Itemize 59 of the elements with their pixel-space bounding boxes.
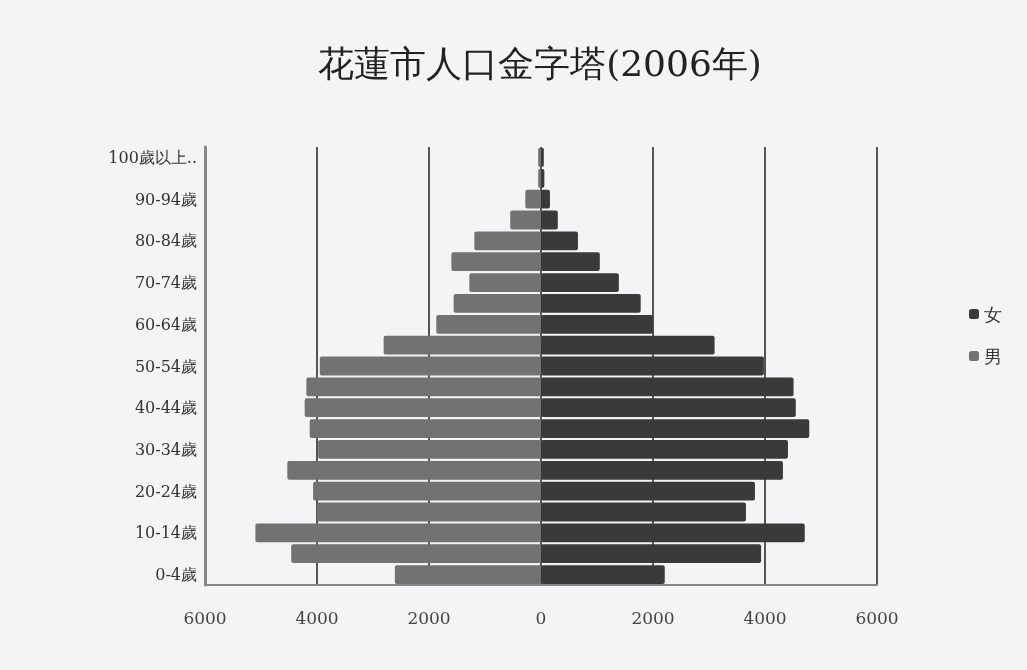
bar	[291, 544, 541, 564]
bar	[383, 335, 541, 355]
y-tick-label: 40-44歲	[134, 398, 197, 418]
bar	[541, 544, 762, 564]
bar	[319, 356, 541, 376]
bar	[451, 252, 541, 272]
bar	[510, 210, 541, 230]
bar	[541, 398, 796, 418]
legend-label: 女	[984, 303, 1002, 325]
bar	[304, 398, 541, 418]
x-tick-label: 4000	[295, 607, 339, 628]
bar	[541, 419, 810, 438]
bar	[541, 314, 653, 334]
y-tick-label: 90-94歲	[134, 189, 197, 209]
bar	[541, 377, 794, 397]
x-tick-label: 2000	[407, 607, 451, 628]
bar	[541, 294, 641, 313]
x-tick-label: 2000	[631, 607, 675, 628]
y-tick-label: 0-4歲	[155, 565, 197, 585]
y-tick-label: 50-54歲	[134, 356, 197, 376]
bar	[541, 252, 600, 272]
bar	[287, 460, 541, 480]
bar	[541, 502, 746, 522]
y-tick-label: 70-74歲	[134, 273, 197, 293]
chart-title: 花蓮市人口金字塔(2006年)	[318, 42, 762, 84]
y-tick-label: 100歲以上..	[108, 147, 197, 167]
legend-label: 男	[984, 345, 1002, 367]
bar	[255, 523, 541, 543]
bar	[313, 481, 541, 501]
bar	[541, 231, 578, 251]
bar	[541, 273, 619, 292]
x-tick-label: 6000	[855, 607, 899, 628]
bar	[436, 314, 541, 334]
y-tick-label: 30-34歲	[134, 439, 197, 459]
bar	[317, 502, 541, 522]
bar	[453, 294, 541, 313]
bar	[306, 377, 541, 397]
bar	[541, 481, 755, 501]
bar	[525, 189, 541, 209]
x-tick-label: 4000	[743, 607, 787, 628]
bar	[469, 273, 541, 292]
y-tick-label: 20-24歲	[134, 481, 197, 501]
x-tick-label: 6000	[183, 607, 227, 628]
bar	[541, 335, 715, 355]
bar	[541, 189, 550, 209]
bar	[541, 565, 665, 584]
bar	[541, 460, 783, 480]
bar	[541, 523, 805, 543]
bar	[541, 440, 788, 459]
bar	[541, 356, 764, 376]
y-tick-label: 10-14歲	[134, 523, 197, 543]
bar	[318, 440, 541, 459]
bar	[541, 210, 558, 230]
y-tick-label: 60-64歲	[134, 314, 197, 334]
y-tick-label: 80-84歲	[134, 231, 197, 251]
bar	[474, 231, 541, 251]
x-tick-label: 0	[535, 607, 547, 628]
bar	[309, 419, 541, 438]
bar	[394, 565, 541, 584]
